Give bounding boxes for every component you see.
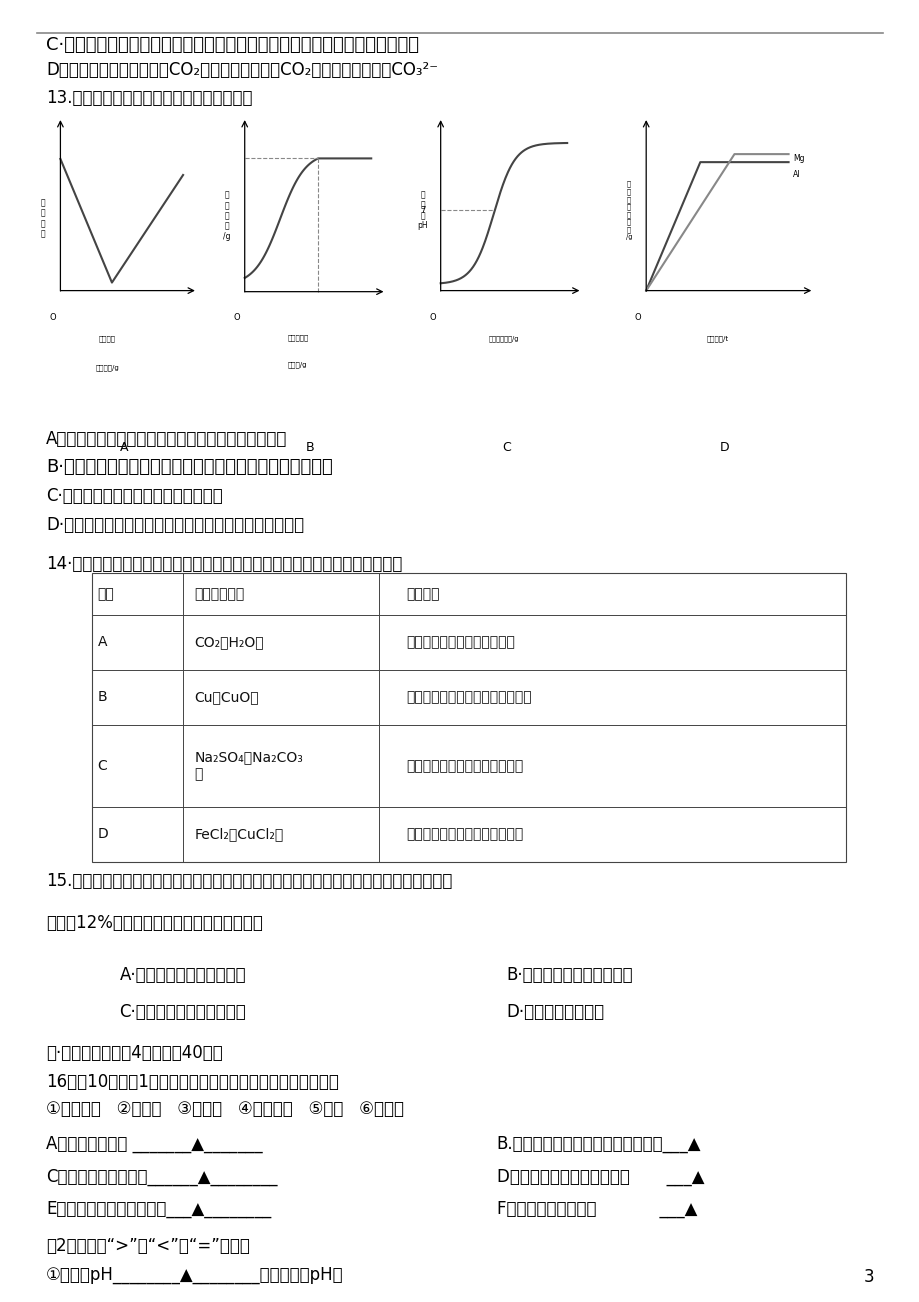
Text: 操作方法: 操作方法: [406, 587, 440, 600]
Text: O: O: [429, 312, 436, 322]
Text: 3: 3: [862, 1268, 873, 1286]
Text: 溶
液
质
量
/g: 溶 液 质 量 /g: [223, 190, 231, 241]
Text: E．用来治疗胃酸过多的是___▲________: E．用来治疗胃酸过多的是___▲________: [46, 1200, 271, 1219]
Text: 14·为除去下列物质中的杂质（括号内为杂质），下列操作方法能达到目的的是: 14·为除去下列物质中的杂质（括号内为杂质），下列操作方法能达到目的的是: [46, 555, 402, 573]
Text: 二·非选择题（共有4小题，共40分）: 二·非选择题（共有4小题，共40分）: [46, 1044, 222, 1062]
Text: Mg: Mg: [792, 155, 803, 164]
Text: D: D: [97, 828, 108, 841]
Text: A·该物质中一定含有碳酸钔: A·该物质中一定含有碳酸钔: [119, 966, 246, 984]
Text: D．碳酸盐能与酸反应产生CO₂，则与酸反应产生CO₂的物质中一定含有CO₃²⁻: D．碳酸盐能与酸反应产生CO₂，则与酸反应产生CO₂的物质中一定含有CO₃²⁻: [46, 61, 437, 79]
Text: 16．（10分）（1）将下列物质前的序号填入适当的空格中：: 16．（10分）（1）将下列物质前的序号填入适当的空格中：: [46, 1073, 338, 1091]
Text: 水
的
质
量: 水 的 质 量: [40, 198, 46, 238]
Text: A: A: [119, 441, 129, 454]
Text: 选项: 选项: [97, 587, 114, 600]
Text: 13.下列图象能正确反应其对应实验操作的是: 13.下列图象能正确反应其对应实验操作的是: [46, 89, 252, 107]
Text: B·向一定量的部分变质的氮氧化钓溶液中，滴加过量稀盐酸: B·向一定量的部分变质的氮氧化钓溶液中，滴加过量稀盐酸: [46, 458, 333, 477]
Text: Cu（CuO）: Cu（CuO）: [194, 690, 258, 704]
Text: C．理想的高能燃料是______▲________: C．理想的高能燃料是______▲________: [46, 1168, 278, 1186]
Text: 滴入稀盐酸: 滴入稀盐酸: [287, 335, 308, 341]
Text: 物质（杂质）: 物质（杂质）: [194, 587, 244, 600]
Text: D: D: [719, 441, 729, 454]
Text: O: O: [633, 312, 641, 322]
Text: 氢氧化钠: 氢氧化钠: [98, 336, 116, 342]
Text: 15.某白色固体混合物中可能含有碳酸钓、碳酸钔和碳酸镁，经实验测定其中碳元素的百分: 15.某白色固体混合物中可能含有碳酸钓、碳酸钔和碳酸镁，经实验测定其中碳元素的百…: [46, 872, 452, 891]
Text: 溶
液
的
pH: 溶 液 的 pH: [417, 190, 428, 230]
Text: 烧碱溶液质量/g: 烧碱溶液质量/g: [488, 336, 518, 342]
Text: 的质量/g: 的质量/g: [288, 362, 307, 368]
Bar: [92, 573, 845, 862]
Text: 加盐酸至恰好不再产生气泡为止: 加盐酸至恰好不再产生气泡为止: [406, 759, 524, 773]
Text: 反应时间/t: 反应时间/t: [706, 336, 728, 342]
Text: （2）试选用“>”或“<”或“=”填空。: （2）试选用“>”或“<”或“=”填空。: [46, 1237, 250, 1255]
Text: O: O: [50, 312, 56, 322]
Text: Al: Al: [792, 171, 800, 180]
Text: D．可用于金属表面除锈的是       ___▲: D．可用于金属表面除锈的是 ___▲: [496, 1168, 704, 1186]
Text: B: B: [306, 441, 314, 454]
Text: 7: 7: [420, 206, 425, 215]
Text: A: A: [97, 635, 107, 650]
Text: C: C: [502, 441, 510, 454]
Text: 加入足量锌粒，充分反应后过滤: 加入足量锌粒，充分反应后过滤: [406, 828, 524, 841]
Text: C·向一定量的稀硫酸中不断加烧碱溶液: C·向一定量的稀硫酸中不断加烧碱溶液: [46, 487, 222, 505]
Text: B.在农业上常用来改良酸性土壤的是___▲: B.在农业上常用来改良酸性土壤的是___▲: [496, 1135, 700, 1154]
Text: ①氮氧化铝   ②消石灿   ③稀盐酸   ④氮氧化钓   ⑤氢气   ⑥硝酸钔: ①氮氧化铝 ②消石灿 ③稀盐酸 ④氮氧化钓 ⑤氢气 ⑥硝酸钔: [46, 1100, 403, 1118]
Text: D·将等质量的镁粉和铝粉分别与足量等浓度的稀盐酸反应: D·将等质量的镁粉和铝粉分别与足量等浓度的稀盐酸反应: [46, 516, 304, 534]
Text: CO₂（H₂O）: CO₂（H₂O）: [194, 635, 264, 650]
Text: 含量是12%，问关于该物质的叙述中正确的是: 含量是12%，问关于该物质的叙述中正确的是: [46, 914, 263, 932]
Text: ①酸雨的pH________▲________正常雨水的pH：: ①酸雨的pH________▲________正常雨水的pH：: [46, 1266, 344, 1284]
Text: 溶液质量/g: 溶液质量/g: [95, 365, 119, 371]
Text: 加入过量的稀盐酸后过滤，并干燥: 加入过量的稀盐酸后过滤，并干燥: [406, 690, 532, 704]
Text: O: O: [233, 312, 240, 322]
Text: B: B: [97, 690, 107, 704]
Text: Na₂SO₄（Na₂CO₃
）: Na₂SO₄（Na₂CO₃ ）: [194, 751, 303, 781]
Text: 将气体通过盛有火碱的干燥管: 将气体通过盛有火碱的干燥管: [406, 635, 515, 650]
Text: C·中和反应是酸和碱作用生成盐和水，则生成盐和水的反应不一定是中和反应: C·中和反应是酸和碱作用生成盐和水，则生成盐和水的反应不一定是中和反应: [46, 36, 418, 55]
Text: C: C: [97, 759, 108, 773]
Text: F．可用于制肥皂的是            ___▲: F．可用于制肥皂的是 ___▲: [496, 1200, 697, 1219]
Text: D·以上结论都不正确: D·以上结论都不正确: [505, 1003, 604, 1021]
Text: 生
成
气
体
的
质
量
/g: 生 成 气 体 的 质 量 /g: [625, 181, 631, 240]
Text: C·该物质中一定含有碳酸镁: C·该物质中一定含有碳酸镁: [119, 1003, 246, 1021]
Text: B·该物质中一定含有碳酸钓: B·该物质中一定含有碳酸钓: [505, 966, 632, 984]
Text: A．一种复合肥是 _______▲_______: A．一种复合肥是 _______▲_______: [46, 1135, 262, 1154]
Text: A．向一定量的硫酸溶液中，滴加过量的氮氧化钓溶液: A．向一定量的硫酸溶液中，滴加过量的氮氧化钓溶液: [46, 430, 287, 448]
Text: FeCl₂（CuCl₂）: FeCl₂（CuCl₂）: [194, 828, 283, 841]
